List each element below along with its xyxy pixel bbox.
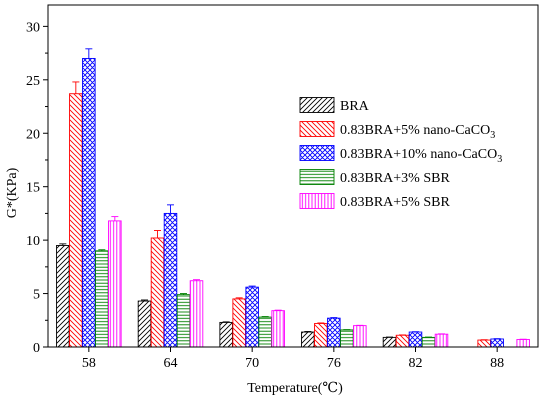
bar-76-series-2 [327, 317, 341, 348]
bar-82-series-3 [421, 336, 436, 348]
bar-70-series-0 [219, 321, 233, 348]
y-tick-label: 30 [26, 20, 40, 35]
y-tick-label: 0 [33, 341, 40, 356]
legend-item-1: 0.83BRA+5% nano-CaCO3 [299, 121, 495, 141]
x-tick-label: 88 [490, 356, 504, 371]
x-axis-label: Temperature(℃) [247, 381, 343, 396]
bar-64-series-3 [176, 294, 191, 348]
y-tick-label: 5 [33, 288, 40, 303]
y-tick-label: 20 [26, 127, 40, 142]
bar-58-series-2 [82, 57, 96, 348]
legend-swatch [299, 121, 335, 137]
legend: BRA 0.83BRA+5% nano-CaCO3 0.83BRA+10% nano… [299, 97, 502, 210]
legend-swatch [299, 169, 335, 185]
x-tick-label: 70 [245, 356, 259, 371]
bar-58-series-4 [108, 220, 122, 348]
error-bar-58-series-4 [111, 216, 119, 221]
bar-70-series-4 [271, 310, 285, 348]
error-bar-64-series-0 [141, 299, 148, 302]
bar-58-series-3 [95, 250, 109, 348]
bar-76-series-1 [314, 323, 328, 348]
bar-64-series-0 [137, 300, 152, 348]
y-tick-label: 25 [26, 74, 40, 89]
y-tick-label: 10 [26, 234, 40, 249]
legend-item-3: 0.83BRA+3% SBR [299, 169, 450, 186]
error-bar-64-series-1 [154, 230, 161, 238]
bar-82-series-4 [434, 333, 449, 348]
y-axis-label: G*(KPa) [5, 167, 20, 218]
bar-76-series-3 [340, 329, 354, 348]
axes-layer: 0 5 10 15 20 25 30 58 64 70 76 82 88 [26, 4, 539, 371]
bar-70-series-1 [232, 298, 246, 348]
bar-76-series-4 [353, 325, 367, 348]
bar-64-series-4 [189, 280, 204, 348]
legend-label: 0.83BRA+10% nano-CaCO3 [340, 147, 502, 165]
error-bar-76-series-2 [330, 317, 338, 319]
bar-76-series-0 [301, 331, 315, 348]
bar-88-series-2 [490, 338, 504, 348]
bar-64-series-1 [150, 237, 165, 348]
error-bar-64-series-3 [180, 293, 187, 295]
legend-label: BRA [340, 99, 370, 114]
error-bars-layer [59, 48, 527, 341]
error-bar-64-series-4 [193, 279, 200, 281]
error-bar-70-series-3 [261, 316, 269, 318]
y-tick-label: 15 [26, 181, 40, 196]
bars-layer [56, 57, 530, 348]
error-bar-70-series-0 [222, 321, 230, 323]
bar-82-series-0 [382, 336, 397, 348]
x-tick-label: 76 [327, 356, 341, 371]
bar-88-series-4 [516, 339, 530, 348]
error-bar-70-series-2 [248, 285, 256, 288]
bar-64-series-2 [163, 212, 178, 348]
error-bar-58-series-3 [98, 249, 106, 251]
legend-label: 0.83BRA+3% SBR [340, 171, 450, 186]
legend-item-2: 0.83BRA+10% nano-CaCO3 [299, 145, 502, 165]
bar-82-series-1 [395, 334, 410, 348]
legend-swatch [299, 193, 335, 209]
legend-swatch [299, 97, 335, 113]
x-tick-label: 82 [409, 356, 423, 371]
x-tick-label: 58 [82, 356, 96, 371]
legend-item-0: BRA [299, 97, 370, 114]
error-bar-64-series-2 [167, 204, 174, 214]
error-bar-58-series-0 [59, 243, 67, 246]
error-bar-58-series-1 [72, 81, 80, 94]
legend-label: 0.83BRA+5% SBR [340, 195, 450, 210]
plot-frame [47, 4, 539, 348]
error-bar-58-series-2 [85, 48, 93, 59]
error-bar-76-series-0 [304, 331, 312, 333]
bar-58-series-0 [56, 245, 70, 348]
legend-item-4: 0.83BRA+5% SBR [299, 193, 450, 210]
legend-label: 0.83BRA+5% nano-CaCO3 [340, 123, 495, 141]
x-tick-label: 64 [164, 356, 178, 371]
error-bar-70-series-1 [235, 297, 243, 299]
error-bar-70-series-4 [274, 309, 282, 311]
bar-70-series-2 [245, 286, 259, 348]
bar-82-series-2 [408, 331, 423, 348]
bar-70-series-3 [258, 316, 272, 348]
bar-58-series-1 [69, 93, 83, 348]
bar-88-series-1 [477, 339, 491, 348]
legend-swatch [299, 145, 335, 161]
error-bar-76-series-1 [317, 322, 325, 324]
